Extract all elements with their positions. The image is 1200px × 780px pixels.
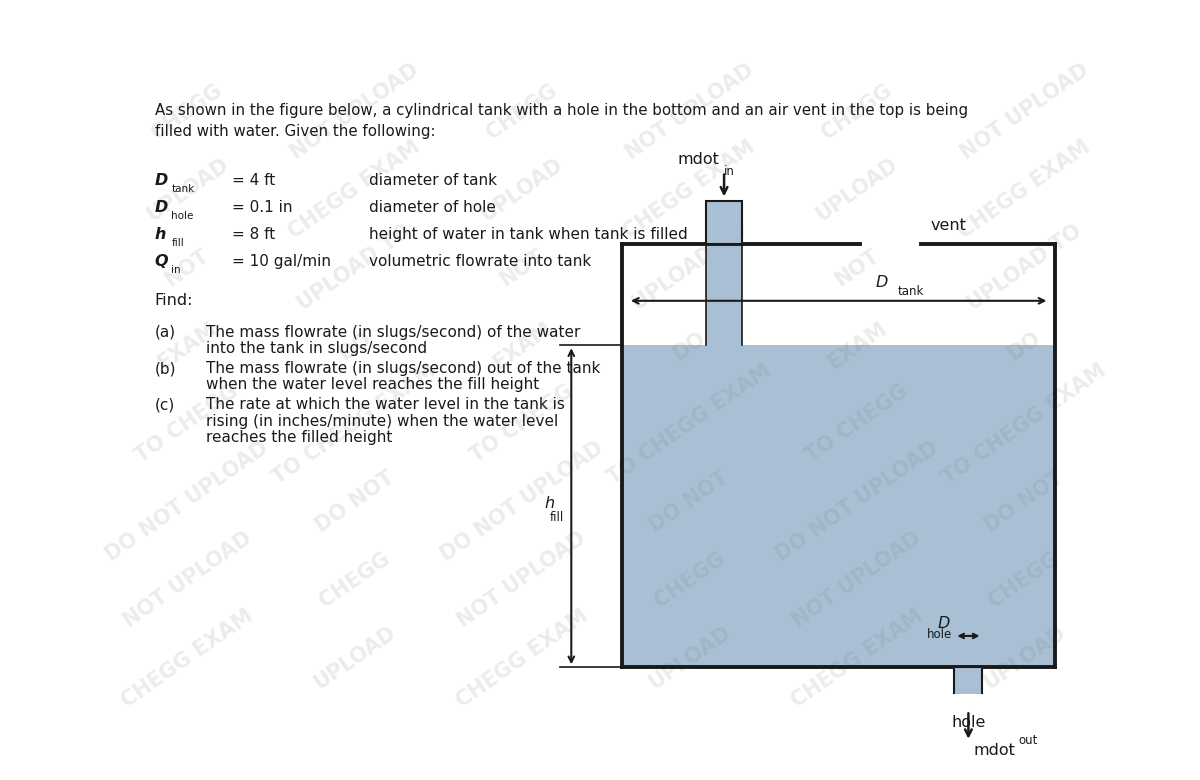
Text: when the water level reaches the fill height: when the water level reaches the fill he… [206, 378, 539, 392]
Text: DO NOT: DO NOT [982, 468, 1067, 537]
Text: CHEGG EXAM: CHEGG EXAM [452, 605, 592, 711]
Text: fill: fill [550, 511, 564, 523]
Text: height of water in tank when tank is filled: height of water in tank when tank is fil… [368, 227, 688, 243]
Text: diameter of tank: diameter of tank [368, 173, 497, 188]
Text: CHEGG: CHEGG [985, 548, 1063, 612]
Text: rising (in inches/minute) when the water level: rising (in inches/minute) when the water… [206, 413, 558, 428]
Text: UPLOAD: UPLOAD [644, 622, 734, 693]
Text: diameter of hole: diameter of hole [368, 200, 496, 215]
Text: CHEGG EXAM: CHEGG EXAM [620, 136, 758, 243]
Text: tank: tank [898, 285, 924, 299]
Text: h: h [155, 227, 166, 243]
Text: = 8 ft: = 8 ft [232, 227, 275, 243]
Text: CHEGG: CHEGG [484, 80, 560, 143]
Text: D: D [155, 173, 168, 188]
Text: NOT UPLOAD: NOT UPLOAD [622, 60, 757, 163]
Text: into the tank in slugs/second: into the tank in slugs/second [206, 341, 427, 356]
Text: DO: DO [670, 328, 709, 364]
Text: CHEGG EXAM: CHEGG EXAM [286, 136, 424, 243]
Text: TO CHEGG EXAM: TO CHEGG EXAM [269, 360, 440, 488]
Text: EXAM: EXAM [823, 318, 890, 374]
Bar [623, 346, 1055, 667]
Text: UPLOAD TO: UPLOAD TO [629, 221, 750, 314]
Text: DO NOT: DO NOT [647, 468, 732, 537]
Text: hole: hole [952, 715, 985, 730]
Text: DO NOT: DO NOT [312, 468, 397, 537]
Bar [707, 243, 742, 346]
Text: UPLOAD: UPLOAD [979, 622, 1069, 693]
Text: D: D [876, 275, 888, 290]
Text: TO CHEGG EXAM: TO CHEGG EXAM [938, 360, 1110, 488]
Text: TO CHEGG: TO CHEGG [802, 381, 912, 466]
Text: CHEGG: CHEGG [818, 80, 895, 143]
Text: NOT: NOT [830, 246, 883, 290]
Text: = 10 gal/min: = 10 gal/min [232, 254, 331, 269]
Text: CHEGG: CHEGG [650, 548, 728, 612]
Text: TO CHEGG: TO CHEGG [132, 381, 242, 466]
Text: h: h [545, 496, 554, 511]
Text: D: D [155, 200, 168, 215]
Text: CHEGG EXAM: CHEGG EXAM [955, 136, 1093, 243]
Text: The rate at which the water level in the tank is: The rate at which the water level in the… [206, 397, 565, 413]
Text: Q: Q [155, 254, 168, 269]
Text: (c): (c) [155, 397, 175, 413]
Text: NOT UPLOAD: NOT UPLOAD [287, 60, 422, 163]
Text: CHEGG EXAM: CHEGG EXAM [787, 605, 926, 711]
Text: TO CHEGG EXAM: TO CHEGG EXAM [604, 360, 775, 488]
Text: EXAM: EXAM [154, 318, 221, 374]
Text: CHEGG: CHEGG [149, 80, 226, 143]
Bar [954, 667, 983, 711]
Text: NOT UPLOAD: NOT UPLOAD [119, 528, 256, 632]
Text: DO NOT UPLOAD: DO NOT UPLOAD [772, 438, 942, 566]
Text: = 4 ft: = 4 ft [232, 173, 275, 188]
Text: volumetric flowrate into tank: volumetric flowrate into tank [368, 254, 590, 269]
Text: hole: hole [928, 628, 953, 640]
Text: (a): (a) [155, 324, 175, 340]
Text: CHEGG EXAM: CHEGG EXAM [118, 605, 257, 711]
Text: DO NOT UPLOAD: DO NOT UPLOAD [102, 438, 272, 566]
Text: DO: DO [1004, 328, 1044, 364]
Text: NOT: NOT [496, 246, 548, 290]
Text: DO: DO [335, 328, 374, 364]
Bar [707, 200, 742, 243]
Text: hole: hole [172, 211, 193, 221]
Text: NOT: NOT [161, 246, 214, 290]
Text: UPLOAD TO: UPLOAD TO [294, 221, 415, 314]
Text: DO NOT UPLOAD: DO NOT UPLOAD [437, 438, 607, 566]
Text: UPLOAD: UPLOAD [478, 154, 566, 225]
Text: fill: fill [172, 238, 184, 248]
Text: The mass flowrate (in slugs/second) of the water: The mass flowrate (in slugs/second) of t… [206, 324, 580, 340]
Text: NOT UPLOAD: NOT UPLOAD [788, 528, 925, 632]
Text: = 0.1 in: = 0.1 in [232, 200, 293, 215]
Text: UPLOAD: UPLOAD [812, 154, 901, 225]
Text: Find:: Find: [155, 293, 193, 308]
Text: UPLOAD: UPLOAD [310, 622, 400, 693]
Text: in: in [724, 165, 734, 178]
Text: mdot: mdot [973, 743, 1015, 758]
Text: D: D [937, 616, 950, 631]
Text: in: in [172, 265, 181, 275]
Text: UPLOAD TO: UPLOAD TO [964, 221, 1085, 314]
Text: reaches the filled height: reaches the filled height [206, 430, 392, 445]
Text: TO CHEGG: TO CHEGG [467, 381, 577, 466]
Text: tank: tank [172, 184, 194, 194]
Text: EXAM: EXAM [488, 318, 556, 374]
Text: vent: vent [930, 218, 966, 233]
Text: CHEGG: CHEGG [316, 548, 394, 612]
Text: NOT UPLOAD: NOT UPLOAD [956, 60, 1092, 163]
Text: As shown in the figure below, a cylindrical tank with a hole in the bottom and a: As shown in the figure below, a cylindri… [155, 103, 967, 139]
Text: out: out [1019, 734, 1038, 746]
Text: The mass flowrate (in slugs/second) out of the tank: The mass flowrate (in slugs/second) out … [206, 361, 600, 376]
Text: (b): (b) [155, 361, 176, 376]
Text: UPLOAD: UPLOAD [143, 154, 232, 225]
Text: mdot: mdot [678, 152, 720, 167]
Text: NOT UPLOAD: NOT UPLOAD [454, 528, 590, 632]
